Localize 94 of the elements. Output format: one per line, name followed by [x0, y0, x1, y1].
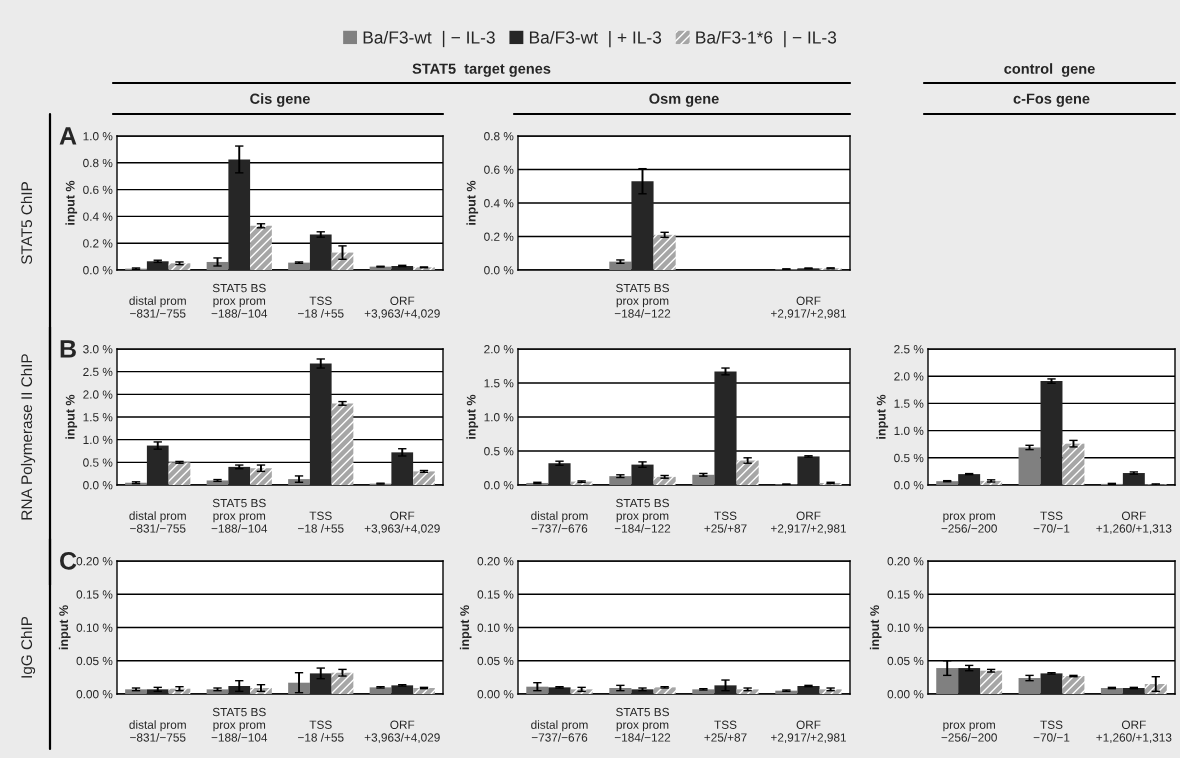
x-tick-label: TSS +25/+87	[704, 720, 747, 742]
x-tick-label: STAT5 BS prox prom −184/−122	[614, 283, 671, 318]
legend-label: Ba/F3-wt | + IL-3	[529, 30, 662, 48]
y-tick-label: 0.00 %	[887, 690, 924, 699]
y-tick-label: 0.20 %	[76, 557, 113, 566]
x-tick-label: ORF +1,260/+1,313	[1096, 720, 1172, 744]
y-tick-label: 0.5 %	[894, 453, 924, 463]
y-axis-title: input %	[58, 605, 71, 650]
x-tick-label: ORF +3,963/+4,029	[364, 296, 440, 320]
x-tick-label: distal prom −831/−755	[129, 296, 186, 318]
y-tick-label: 0.05 %	[477, 656, 514, 666]
y-tick-label: 0.05 %	[887, 656, 924, 666]
y-axis-title: input %	[876, 394, 889, 439]
y-tick-label: 0.0 %	[484, 266, 514, 275]
text: RNA Polymerase II ChIP	[20, 354, 36, 520]
x-tick-label: ORF +2,917/+2,981	[771, 720, 846, 744]
y-tick-label: 1.0 %	[83, 435, 113, 445]
y-tick-label: 1.5 %	[484, 379, 514, 388]
y-axis-title: input %	[65, 394, 78, 439]
y-axis-title: input %	[466, 394, 479, 439]
y-tick-label: 0.6 %	[83, 185, 113, 194]
y-tick-label: 2.0 %	[83, 390, 113, 399]
text: STAT5 ChIP	[20, 182, 33, 265]
y-tick-label: 1.5 %	[894, 399, 924, 408]
text: IgG ChIP	[20, 616, 36, 678]
text: control gene	[1004, 63, 1095, 77]
y-tick-label: 0.15 %	[887, 590, 924, 599]
x-tick-label: STAT5 BS prox prom −184/−122	[614, 498, 671, 533]
x-tick-label: TSS −18 /+55	[298, 511, 344, 533]
x-tick-label: TSS −18 /+55	[298, 720, 344, 742]
y-tick-label: 0.2 %	[484, 232, 514, 241]
y-tick-label: 0.20 %	[887, 557, 924, 566]
y-tick-label: 0.00 %	[76, 690, 113, 699]
y-tick-label: 0.5 %	[484, 447, 514, 456]
x-tick-label: ORF +3,963/+4,029	[364, 720, 440, 744]
x-tick-label: TSS −70/−1	[1033, 511, 1070, 533]
y-tick-label: 0.00 %	[477, 690, 514, 699]
x-tick-label: distal prom −737/−676	[531, 720, 588, 742]
y-tick-label: 0.15 %	[76, 590, 113, 599]
y-tick-label: 1.0 %	[83, 132, 113, 141]
x-tick-label: prox prom −256/−200	[941, 513, 997, 533]
x-tick-label: STAT5 BS prox prom −184/−122	[614, 707, 671, 742]
text: C	[60, 552, 77, 570]
y-tick-label: 2.5 %	[83, 367, 113, 377]
y-tick-label: 0.5 %	[83, 458, 113, 467]
x-tick-label: STAT5 BS prox prom −188/−104	[211, 283, 268, 318]
y-tick-label: 0.10 %	[887, 623, 924, 632]
y-tick-label: 0.4 %	[83, 212, 113, 221]
y-tick-label: 0.0 %	[83, 266, 113, 275]
y-tick-label: 2.0 %	[484, 345, 514, 354]
y-tick-label: 0.20 %	[477, 557, 514, 566]
y-axis-title: input %	[869, 605, 882, 650]
y-tick-label: 0.0 %	[894, 481, 924, 490]
y-tick-label: 0.8 %	[484, 132, 514, 141]
y-tick-label: 3.0 %	[83, 345, 113, 354]
x-tick-label: TSS +25/+87	[704, 511, 747, 533]
y-tick-label: 2.0 %	[894, 372, 924, 381]
x-tick-label: STAT5 BS prox prom −188/−104	[211, 498, 268, 533]
x-tick-label: distal prom −831/−755	[129, 511, 186, 533]
y-tick-label: 0.05 %	[76, 656, 113, 666]
x-tick-label: prox prom −256/−200	[941, 722, 997, 742]
x-tick-label: distal prom −737/−676	[531, 511, 588, 533]
x-tick-label: STAT5 BS prox prom −188/−104	[211, 707, 268, 742]
x-tick-label: ORF +3,963/+4,029	[364, 511, 440, 535]
x-tick-label: TSS −70/−1	[1033, 720, 1070, 742]
legend-label: Ba/F3-wt | − IL-3	[363, 30, 495, 48]
y-tick-label: 0.15 %	[477, 590, 514, 599]
y-axis-title: input %	[65, 180, 78, 225]
y-tick-label: 0.10 %	[76, 623, 113, 632]
y-tick-label: 1.0 %	[894, 426, 924, 435]
y-tick-label: 0.0 %	[83, 481, 113, 490]
text: B	[60, 340, 76, 358]
y-tick-label: 0.2 %	[83, 239, 113, 248]
text: A	[59, 127, 77, 145]
y-axis-title: input %	[466, 180, 479, 225]
y-tick-label: 0.6 %	[484, 165, 514, 174]
x-tick-label: ORF +1,260/+1,313	[1096, 511, 1172, 535]
y-tick-label: 1.5 %	[83, 413, 113, 422]
text: STAT5 target genes	[412, 63, 551, 77]
x-tick-label: ORF +2,917/+2,981	[771, 296, 846, 320]
y-tick-label: 0.0 %	[484, 481, 514, 490]
x-tick-label: TSS −18 /+55	[298, 296, 344, 318]
y-tick-label: 0.10 %	[477, 623, 514, 632]
legend-label: Ba/F3-1*6 | − IL-3	[696, 30, 837, 48]
y-tick-label: 2.5 %	[894, 345, 924, 354]
y-axis-title: input %	[459, 605, 472, 650]
y-tick-label: 0.4 %	[484, 199, 514, 208]
chart-title: Cis gene	[250, 93, 310, 107]
x-tick-label: ORF +2,917/+2,981	[771, 511, 846, 535]
chart-title: Osm gene	[649, 93, 719, 107]
y-tick-label: 0.8 %	[83, 158, 113, 168]
y-tick-label: 1.0 %	[484, 413, 514, 422]
x-tick-label: distal prom −831/−755	[129, 720, 186, 742]
chart-title: c-Fos gene	[1013, 93, 1090, 107]
